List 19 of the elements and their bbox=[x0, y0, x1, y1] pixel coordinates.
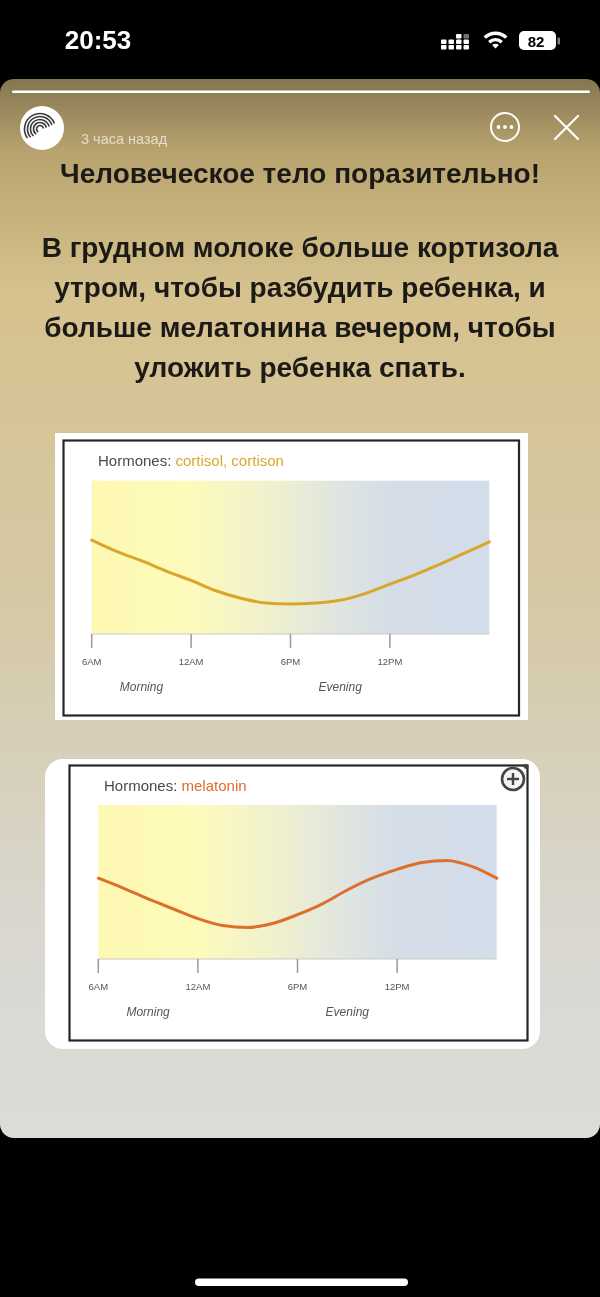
text: 82 bbox=[527, 32, 545, 50]
x-tick-label: 6AM bbox=[88, 981, 109, 992]
text: В грудном молоке больше кортизола утром, чтобы разбудить ребенка, и больше мелатонина вечером, чтобы уложить ребенка спать. bbox=[41, 232, 559, 383]
text: 3 часа назад bbox=[81, 131, 168, 147]
text: Morning bbox=[119, 679, 164, 694]
text: Evening bbox=[318, 679, 363, 694]
text: Morning bbox=[126, 1004, 171, 1019]
text: Evening bbox=[325, 1004, 370, 1019]
x-tick-label: 6PM bbox=[280, 656, 301, 667]
x-tick-label: 6PM bbox=[287, 981, 308, 992]
x-tick-label: 12AM bbox=[178, 656, 204, 667]
text: Человеческое тело поразительно! bbox=[60, 158, 540, 189]
chart-title: Hormones: cortisol, cortison bbox=[98, 452, 284, 469]
chart-title: Hormones: melatonin bbox=[104, 777, 247, 794]
x-tick-label: 12PM bbox=[384, 981, 410, 992]
x-tick-label: 12AM bbox=[185, 981, 211, 992]
text: 20:53 bbox=[64, 25, 132, 55]
x-tick-label: 6AM bbox=[81, 656, 102, 667]
x-tick-label: 12PM bbox=[377, 656, 403, 667]
